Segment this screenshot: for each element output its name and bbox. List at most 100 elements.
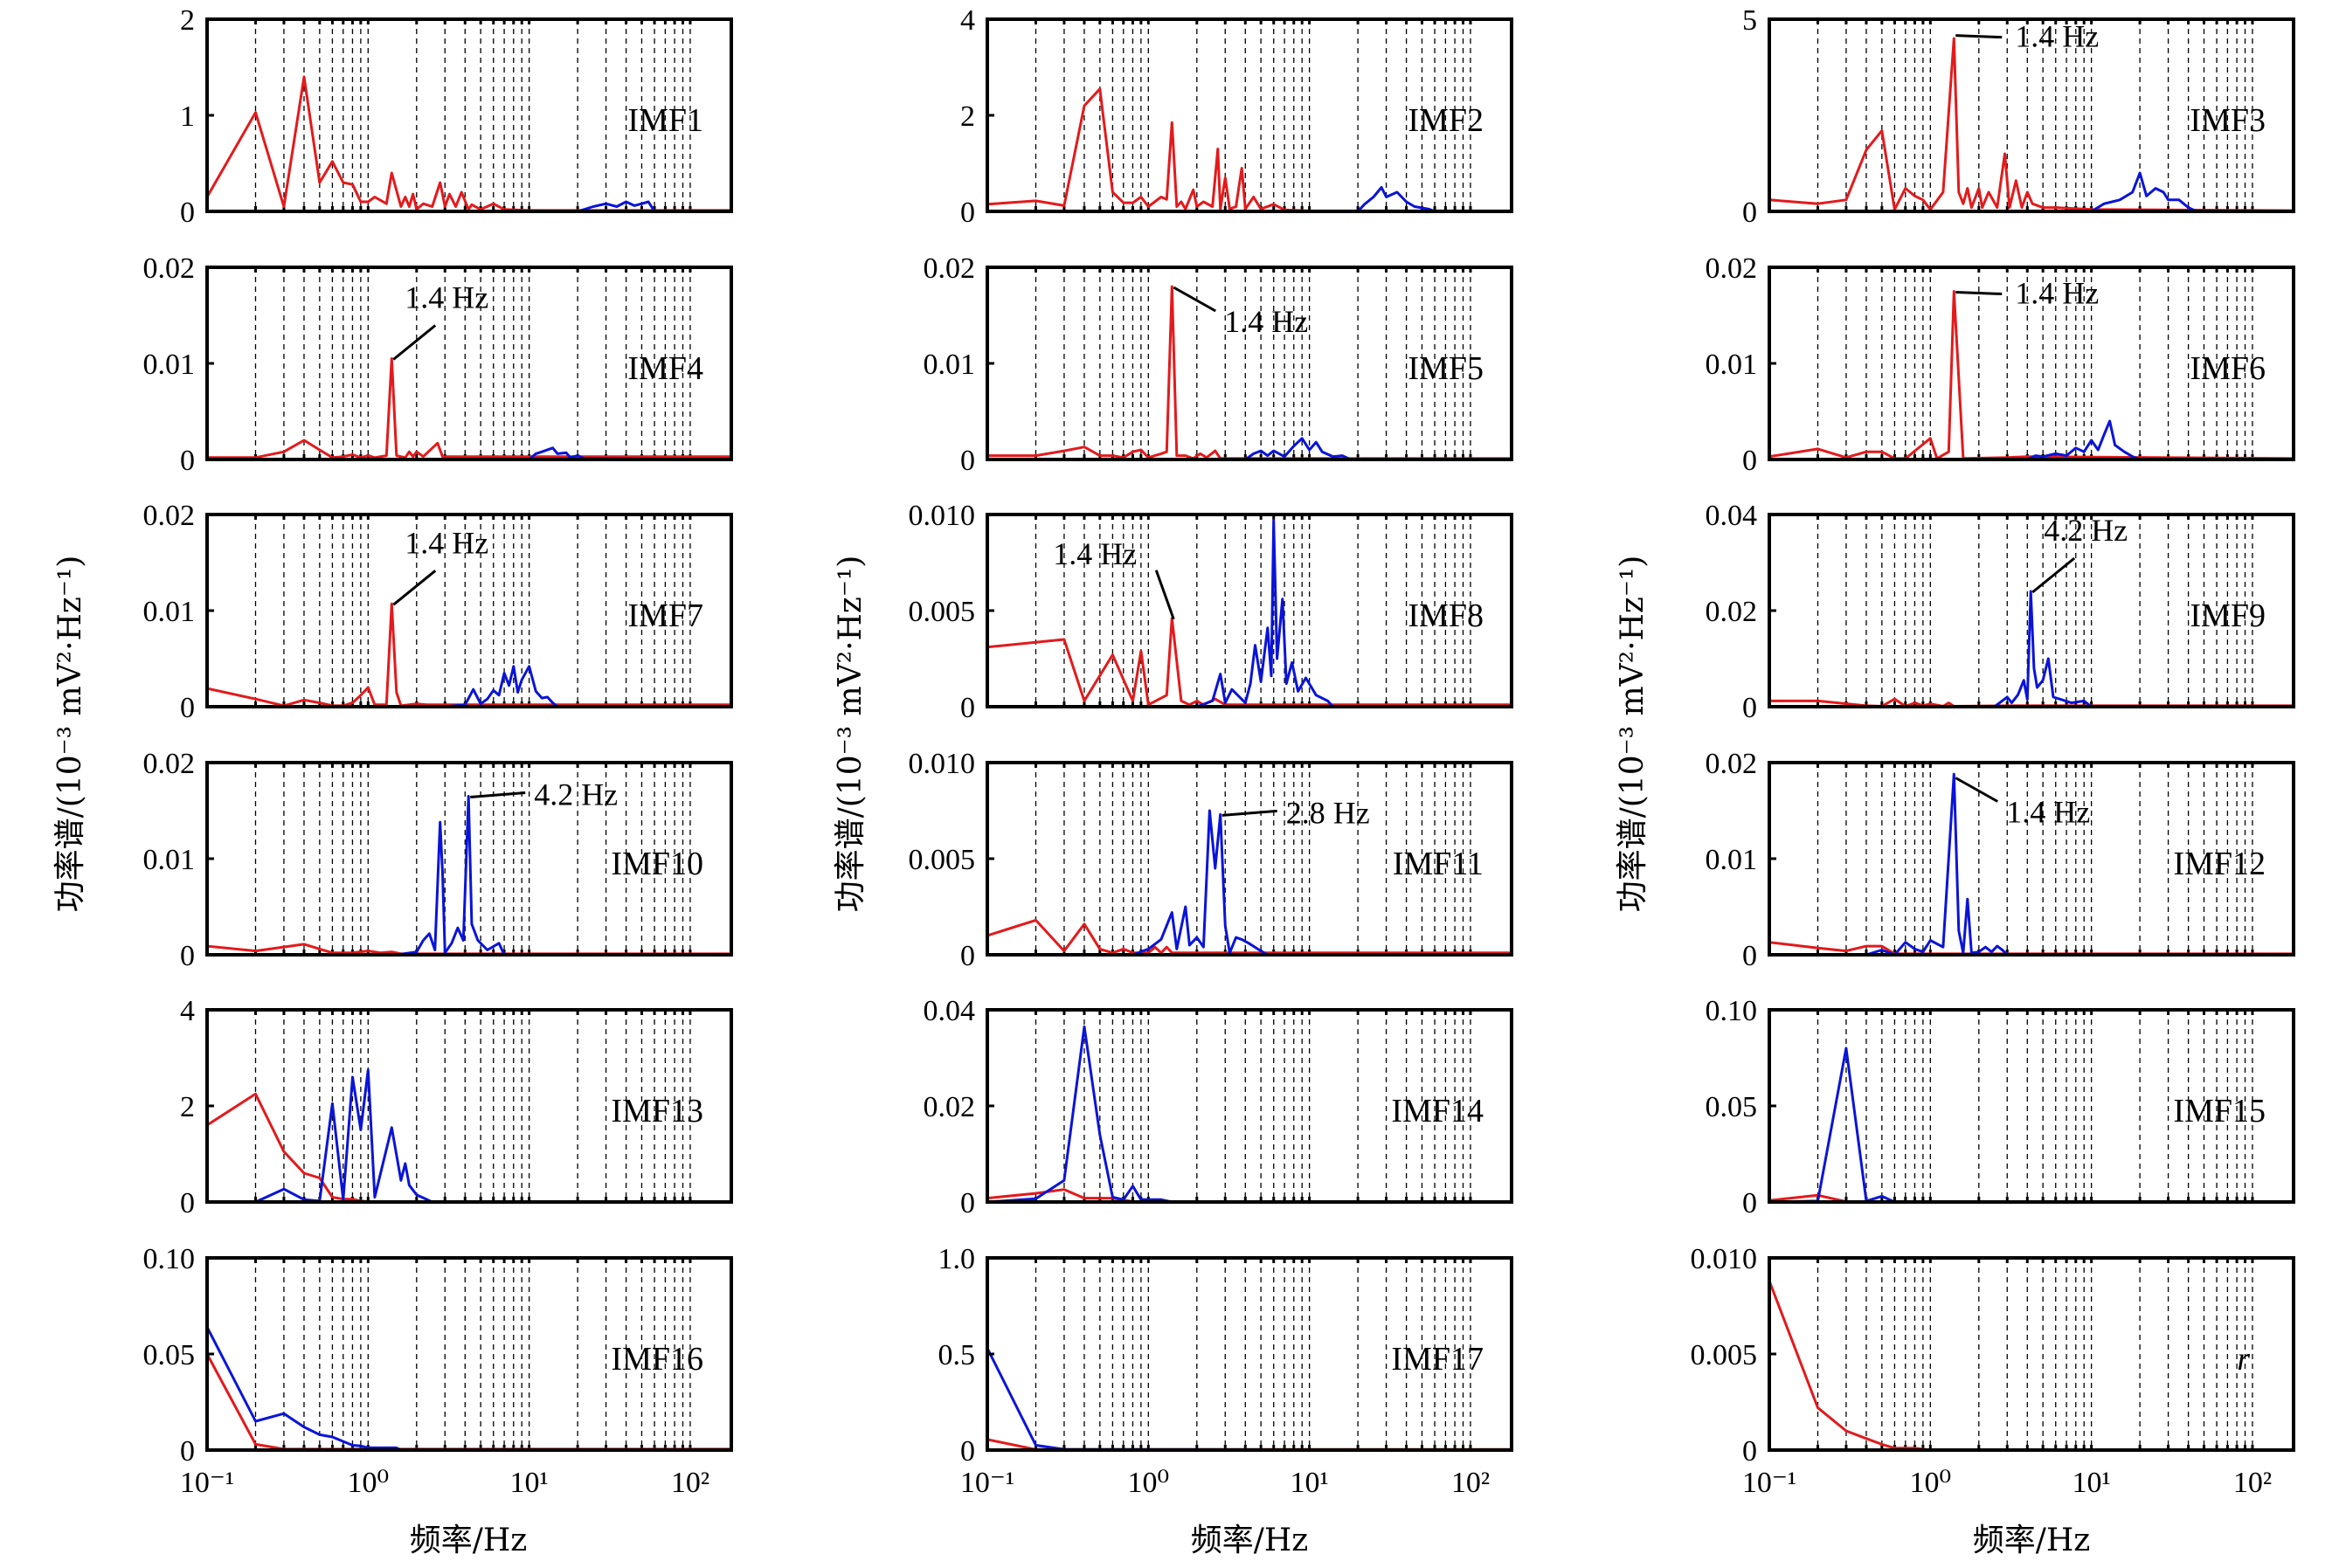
panel-label: IMF4 bbox=[627, 350, 703, 387]
x-axis-title-col3: 频率/Hz bbox=[1973, 1523, 2091, 1558]
y-tick-label: 0 bbox=[180, 1435, 195, 1468]
annotation-leader-line bbox=[1221, 809, 1277, 817]
panel-label: IMF9 bbox=[2190, 597, 2266, 634]
series-line-blue bbox=[1769, 590, 2294, 708]
panel-imf2: 0 2 4 IMF2 bbox=[960, 4, 1513, 229]
plot-frame bbox=[1768, 1256, 2295, 1452]
series-line-blue bbox=[207, 795, 731, 957]
annotation-label: 1.4 Hz bbox=[1053, 536, 1137, 571]
y-tick-label: 4 bbox=[960, 4, 975, 37]
series-line-blue bbox=[987, 186, 1512, 213]
panel-label: IMF10 bbox=[611, 846, 703, 882]
y-tick-label: 0.010 bbox=[909, 748, 976, 780]
annotation-label: 2.8 Hz bbox=[1286, 795, 1370, 830]
series-line-red bbox=[1768, 37, 2294, 212]
series-line-red bbox=[1768, 1280, 2294, 1452]
x-tick-label: 10⁰ bbox=[347, 1467, 389, 1499]
y-tick-label: 0.10 bbox=[143, 1243, 196, 1275]
annotation-label: 4.2 Hz bbox=[2044, 513, 2128, 548]
series-line-blue bbox=[1769, 171, 2294, 213]
x-tick-label: 10⁰ bbox=[1909, 1467, 1951, 1499]
panel-imf5: 0 0.01 0.02 IMF5 1.4 Hz bbox=[924, 252, 1513, 477]
panel-label: IMF3 bbox=[2190, 102, 2266, 139]
panel-label: IMF13 bbox=[611, 1093, 703, 1129]
y-tick-label: 0.05 bbox=[1706, 1091, 1758, 1123]
y-tick-label: 0.02 bbox=[1706, 748, 1758, 780]
y-tick-label: 1 bbox=[180, 100, 195, 133]
x-axis-title-col2: 频率/Hz bbox=[1191, 1523, 1309, 1558]
x-axis-title-col1: 频率/Hz bbox=[410, 1523, 528, 1558]
y-tick-label: 0 bbox=[960, 197, 975, 229]
series-line-red bbox=[986, 1188, 1512, 1203]
y-tick-label: 0 bbox=[180, 1187, 195, 1219]
series-line-blue bbox=[987, 519, 1512, 708]
panel-imf17: 0 0.5 1.0 10⁻¹ 10⁰ 10¹ 10² IMF17 bbox=[938, 1243, 1513, 1499]
series-line-blue bbox=[1769, 772, 2294, 957]
panel-imf3: 0 5 IMF3 1.4 Hz bbox=[1742, 4, 2295, 229]
y-tick-label: 0.005 bbox=[909, 596, 976, 628]
y-tick-label: 0 bbox=[960, 940, 975, 972]
annotation-label: 1.4 Hz bbox=[2015, 19, 2099, 54]
panel-label: IMF15 bbox=[2173, 1093, 2266, 1129]
y-tick-label: 0 bbox=[180, 445, 195, 477]
y-tick-label: 0.02 bbox=[143, 748, 196, 780]
annotation-label: 1.4 Hz bbox=[1224, 304, 1308, 339]
panel-imf15: 0 0.05 0.10 IMF15 bbox=[1706, 995, 2295, 1219]
y-tick-label: 0 bbox=[180, 940, 195, 972]
y-tick-label: 0.01 bbox=[143, 596, 196, 628]
panel-label: IMF1 bbox=[627, 102, 703, 139]
series-line-blue bbox=[207, 446, 732, 461]
series-line-red bbox=[987, 285, 1512, 460]
panel-imf12: 0 0.01 0.02 IMF12 1.4 Hz bbox=[1706, 748, 2295, 972]
panel-imf8: 0 0.005 0.010 IMF8 1.4 Hz bbox=[909, 500, 1513, 724]
panel-imf16: 0 0.05 0.10 10⁻¹ 10⁰ 10¹ 10² IMF16 bbox=[143, 1243, 733, 1499]
x-tick-label: 10¹ bbox=[510, 1467, 549, 1499]
series-line-blue bbox=[207, 1068, 731, 1204]
y-tick-label: 0 bbox=[960, 1435, 975, 1468]
y-tick-label: 0.01 bbox=[1706, 349, 1758, 381]
y-tick-label: 0.02 bbox=[143, 252, 196, 285]
series-line-red bbox=[986, 918, 1512, 955]
y-tick-label: 0 bbox=[1742, 1435, 1757, 1468]
annotation-leader-line bbox=[1955, 777, 1998, 803]
panel-imf11: 0 0.005 0.010 IMF11 2.8 Hz bbox=[909, 748, 1513, 972]
y-axis-title-col3: 功率谱/(10⁻³ mV²·Hz⁻¹) bbox=[1615, 556, 1650, 913]
y-tick-label: 0 bbox=[180, 197, 195, 229]
panel-label: IMF17 bbox=[1391, 1341, 1484, 1378]
y-tick-label: 0.02 bbox=[1706, 252, 1758, 285]
panel-imf13: 0 2 4 IMF13 bbox=[180, 995, 733, 1219]
series-line-blue bbox=[207, 200, 731, 213]
annotation-label: 4.2 Hz bbox=[534, 777, 618, 812]
series-line-red bbox=[986, 1438, 1512, 1451]
x-tick-label: 10² bbox=[671, 1467, 709, 1499]
panel-label: IMF12 bbox=[2173, 846, 2266, 882]
y-tick-label: 0.02 bbox=[143, 500, 196, 532]
y-tick-label: 4 bbox=[180, 995, 195, 1027]
panel-label: IMF7 bbox=[627, 597, 703, 634]
y-tick-label: 0 bbox=[180, 692, 195, 724]
panel-imf6: 0 0.01 0.02 IMF6 1.4 Hz bbox=[1706, 252, 2295, 477]
annotation-leader-line bbox=[392, 324, 437, 361]
x-tick-label: 10² bbox=[1451, 1467, 1490, 1499]
x-tick-label: 10⁻¹ bbox=[960, 1467, 1014, 1499]
y-tick-label: 0.010 bbox=[1691, 1243, 1758, 1275]
panel-r: 0 0.005 0.010 10⁻¹ 10⁰ 10¹ 10² r bbox=[1691, 1243, 2295, 1499]
annotation-leader-line bbox=[470, 791, 526, 798]
y-tick-label: 0 bbox=[1742, 940, 1757, 972]
y-tick-label: 0.02 bbox=[1706, 596, 1758, 628]
y-tick-label: 5 bbox=[1742, 4, 1757, 37]
y-tick-label: 0 bbox=[960, 1187, 975, 1219]
y-tick-label: 0.02 bbox=[924, 1091, 976, 1123]
annotation-label: 1.4 Hz bbox=[405, 280, 488, 315]
panel-label: IMF2 bbox=[1408, 102, 1484, 139]
y-tick-label: 2 bbox=[180, 4, 195, 37]
panel-imf10: 0 0.01 0.02 IMF10 4.2 Hz bbox=[143, 748, 733, 972]
series-line-blue bbox=[987, 437, 1512, 461]
series-line-red bbox=[986, 87, 1512, 212]
y-tick-label: 0.005 bbox=[909, 844, 976, 876]
series-line-blue bbox=[987, 809, 1512, 957]
y-tick-label: 0.01 bbox=[924, 349, 976, 381]
series-line-blue bbox=[1769, 419, 2294, 461]
